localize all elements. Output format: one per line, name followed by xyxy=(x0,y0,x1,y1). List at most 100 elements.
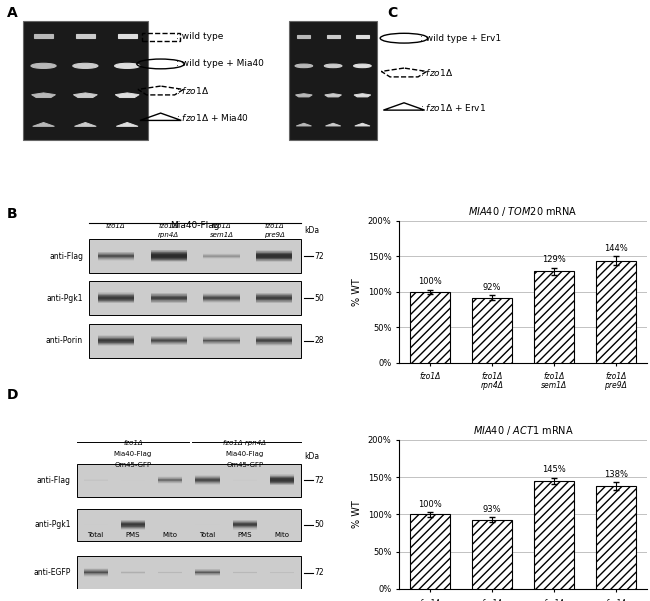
Text: Mia40-Flag: Mia40-Flag xyxy=(114,451,152,457)
Text: fzo1Δ: fzo1Δ xyxy=(419,372,441,381)
FancyBboxPatch shape xyxy=(77,508,301,542)
FancyBboxPatch shape xyxy=(34,34,53,38)
FancyBboxPatch shape xyxy=(151,253,187,254)
FancyBboxPatch shape xyxy=(118,34,136,38)
FancyBboxPatch shape xyxy=(89,239,301,273)
Text: fzo1Δ: fzo1Δ xyxy=(159,223,178,229)
FancyBboxPatch shape xyxy=(257,258,292,259)
Text: : $fzo1\Delta$ + Mia40: : $fzo1\Delta$ + Mia40 xyxy=(176,112,250,123)
FancyBboxPatch shape xyxy=(77,556,301,589)
Text: kDa: kDa xyxy=(304,452,319,461)
FancyBboxPatch shape xyxy=(151,257,187,258)
Polygon shape xyxy=(355,123,370,126)
Text: anti-Pgk1: anti-Pgk1 xyxy=(34,520,71,529)
FancyBboxPatch shape xyxy=(257,261,292,262)
FancyBboxPatch shape xyxy=(257,254,292,255)
Text: Mia40-Flag: Mia40-Flag xyxy=(226,451,264,457)
Text: : $fzo1\Delta$: : $fzo1\Delta$ xyxy=(176,85,209,96)
Polygon shape xyxy=(326,123,341,126)
Text: rpn4Δ: rpn4Δ xyxy=(158,232,179,238)
Polygon shape xyxy=(73,93,98,97)
Bar xyxy=(595,261,636,363)
FancyBboxPatch shape xyxy=(326,35,340,38)
Polygon shape xyxy=(354,94,370,97)
Text: fzo1Δ: fzo1Δ xyxy=(481,372,502,381)
Text: pre9Δ: pre9Δ xyxy=(604,381,627,389)
FancyBboxPatch shape xyxy=(151,250,187,251)
Text: 72: 72 xyxy=(315,252,324,261)
Bar xyxy=(595,486,636,589)
Text: fzo1Δ: fzo1Δ xyxy=(605,372,627,381)
FancyBboxPatch shape xyxy=(257,251,292,252)
Text: Mia40-Flag: Mia40-Flag xyxy=(170,221,220,230)
FancyBboxPatch shape xyxy=(89,324,301,358)
Bar xyxy=(534,271,574,363)
Polygon shape xyxy=(116,123,138,126)
Text: Total: Total xyxy=(200,532,216,538)
Text: fzo1Δ: fzo1Δ xyxy=(106,223,125,229)
Text: anti-EGFP: anti-EGFP xyxy=(34,568,71,577)
Polygon shape xyxy=(325,94,341,97)
Bar xyxy=(410,292,450,363)
FancyBboxPatch shape xyxy=(151,251,187,252)
Circle shape xyxy=(114,63,140,69)
Text: Total: Total xyxy=(88,532,104,538)
Text: Mito: Mito xyxy=(162,532,178,538)
Bar xyxy=(410,514,450,589)
Bar xyxy=(472,297,512,363)
FancyBboxPatch shape xyxy=(151,260,187,261)
Text: sem1Δ: sem1Δ xyxy=(209,232,233,238)
Text: 100%: 100% xyxy=(418,277,442,286)
Text: 72: 72 xyxy=(315,568,324,577)
FancyBboxPatch shape xyxy=(356,35,369,38)
Circle shape xyxy=(295,64,313,68)
Text: fzo1Δ: fzo1Δ xyxy=(212,223,231,229)
Text: anti-Pgk1: anti-Pgk1 xyxy=(47,294,83,303)
FancyBboxPatch shape xyxy=(151,256,187,257)
Text: Om45-GFP: Om45-GFP xyxy=(114,462,151,468)
Text: 28: 28 xyxy=(315,337,324,346)
Text: 129%: 129% xyxy=(542,255,566,264)
Text: : $fzo1\Delta$ + Erv1: : $fzo1\Delta$ + Erv1 xyxy=(420,102,486,113)
Text: sem1Δ: sem1Δ xyxy=(541,381,567,389)
FancyBboxPatch shape xyxy=(257,253,292,254)
FancyBboxPatch shape xyxy=(77,464,301,496)
Text: 144%: 144% xyxy=(604,244,628,253)
Text: C: C xyxy=(387,6,397,20)
FancyBboxPatch shape xyxy=(257,250,292,251)
FancyBboxPatch shape xyxy=(151,255,187,256)
Text: 50: 50 xyxy=(315,294,324,303)
Text: fzo1Δ: fzo1Δ xyxy=(543,372,565,381)
Text: fzo1Δ: fzo1Δ xyxy=(543,599,565,601)
FancyBboxPatch shape xyxy=(151,252,187,253)
FancyBboxPatch shape xyxy=(257,252,292,253)
Text: pre9Δ: pre9Δ xyxy=(264,232,285,238)
Title: $\mathit{MIA40}$ / $\mathit{TOM20}$ mRNA: $\mathit{MIA40}$ / $\mathit{TOM20}$ mRNA xyxy=(468,205,578,218)
Polygon shape xyxy=(296,94,312,97)
FancyBboxPatch shape xyxy=(151,261,187,262)
Text: 100%: 100% xyxy=(418,499,442,508)
Text: fzo1Δ rpn4Δ: fzo1Δ rpn4Δ xyxy=(224,440,266,446)
FancyBboxPatch shape xyxy=(297,35,311,38)
Circle shape xyxy=(31,63,56,69)
Text: 50: 50 xyxy=(315,520,324,529)
FancyBboxPatch shape xyxy=(23,22,148,140)
Text: 92%: 92% xyxy=(483,283,501,292)
Text: B: B xyxy=(6,207,17,221)
Text: rpn4Δ: rpn4Δ xyxy=(480,381,504,389)
Text: 145%: 145% xyxy=(542,465,566,474)
Bar xyxy=(472,520,512,589)
Polygon shape xyxy=(296,123,311,126)
Text: : $fzo1\Delta$: : $fzo1\Delta$ xyxy=(420,67,453,79)
FancyBboxPatch shape xyxy=(257,257,292,258)
Text: anti-Porin: anti-Porin xyxy=(46,337,83,346)
Y-axis label: % WT: % WT xyxy=(352,501,362,528)
FancyBboxPatch shape xyxy=(289,22,377,140)
FancyBboxPatch shape xyxy=(257,259,292,260)
FancyBboxPatch shape xyxy=(257,256,292,257)
Text: PMS: PMS xyxy=(238,532,252,538)
Polygon shape xyxy=(32,123,55,126)
Text: fzo1Δ: fzo1Δ xyxy=(265,223,284,229)
Text: Om45-GFP: Om45-GFP xyxy=(226,462,263,468)
Text: : wild type + Erv1: : wild type + Erv1 xyxy=(420,34,500,43)
